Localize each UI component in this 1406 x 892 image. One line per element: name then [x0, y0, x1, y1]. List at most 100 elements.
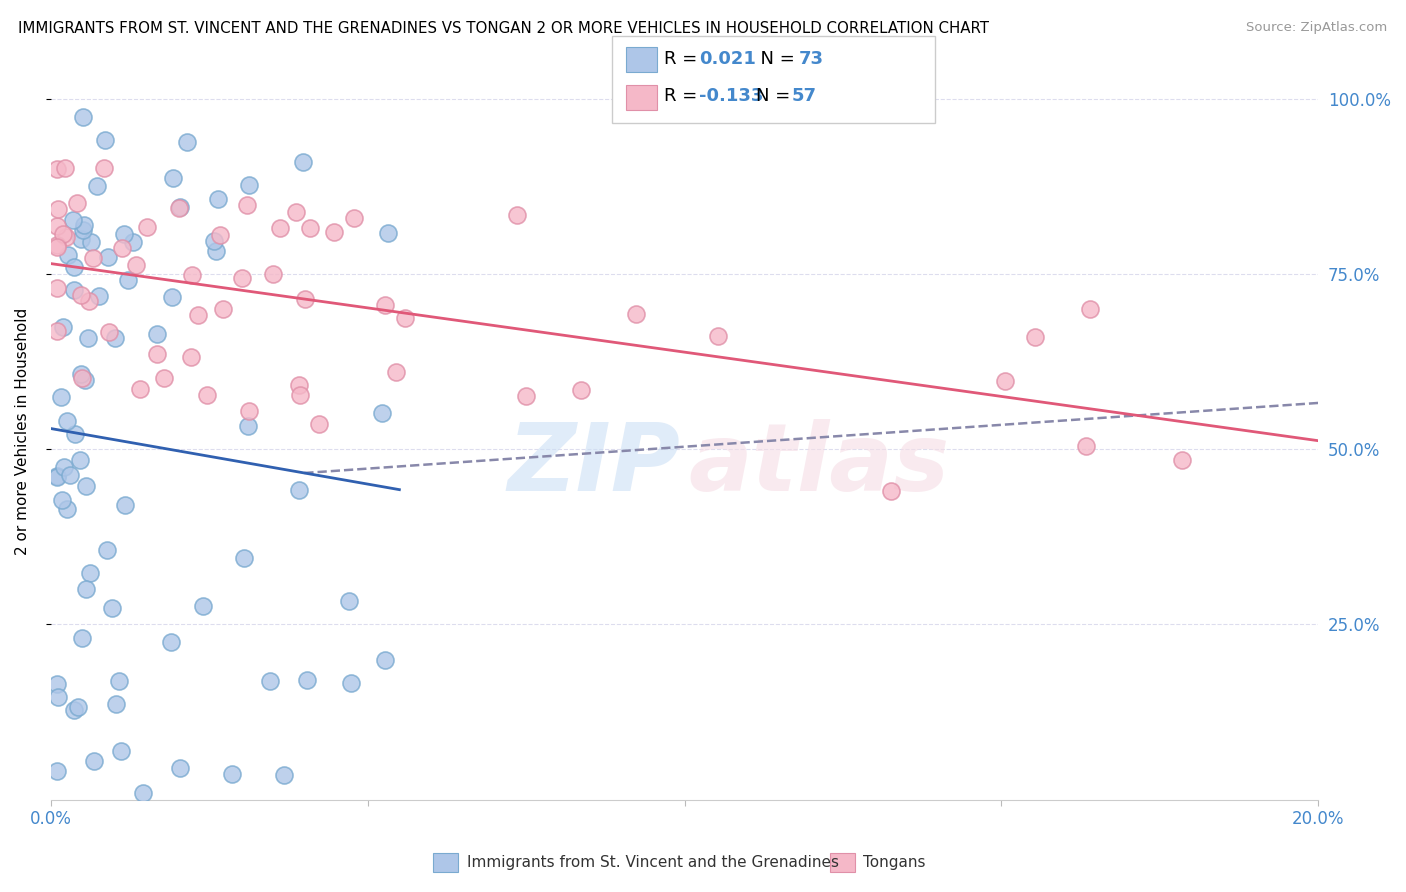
Point — [66, 195, 89, 210]
Point — [75, 479, 97, 493]
Point — [73, 373, 96, 387]
Text: IMMIGRANTS FROM ST. VINCENT AND THE GRENADINES VS TONGAN 2 OR MORE VEHICLES IN H: IMMIGRANTS FROM ST. VINCENT AND THE GREN… — [18, 21, 990, 36]
Point — [162, 290, 184, 304]
Point — [86, 179, 108, 194]
Point — [56, 414, 79, 428]
Point — [79, 566, 101, 580]
Text: Tongans: Tongans — [863, 855, 925, 870]
Point — [82, 251, 104, 265]
Point — [377, 226, 399, 240]
Point — [46, 240, 69, 254]
Point — [180, 350, 202, 364]
Point — [294, 292, 316, 306]
Text: 0.021: 0.021 — [699, 50, 755, 68]
Point — [117, 273, 139, 287]
Point — [238, 419, 260, 434]
Point — [53, 459, 76, 474]
Point — [1078, 302, 1101, 317]
Point — [1024, 330, 1046, 344]
Point — [46, 281, 69, 295]
Point — [211, 302, 233, 317]
Point — [77, 331, 100, 345]
Point — [46, 690, 69, 704]
Point — [73, 218, 96, 232]
Point — [195, 388, 218, 402]
Point — [52, 320, 75, 334]
Point — [52, 227, 75, 241]
Text: Source: ZipAtlas.com: Source: ZipAtlas.com — [1247, 21, 1388, 34]
Point — [46, 324, 69, 338]
Point — [374, 653, 396, 667]
Point — [93, 161, 115, 176]
Point — [624, 307, 647, 321]
Point — [233, 551, 256, 566]
Point — [46, 219, 69, 234]
Point — [707, 329, 730, 343]
Point — [394, 311, 416, 326]
Point — [235, 198, 257, 212]
Point — [114, 498, 136, 512]
Point — [70, 371, 93, 385]
Text: ZIP: ZIP — [508, 419, 681, 511]
Point — [994, 374, 1017, 388]
Point — [323, 226, 346, 240]
Point — [505, 209, 527, 223]
Point — [66, 700, 89, 714]
Point — [162, 170, 184, 185]
Point — [146, 347, 169, 361]
Point — [77, 293, 100, 308]
Point — [63, 260, 86, 275]
Point — [63, 426, 86, 441]
Point — [55, 502, 77, 516]
Point — [187, 308, 209, 322]
Point — [49, 390, 72, 404]
Point — [72, 110, 94, 124]
Point — [46, 764, 69, 779]
Point — [169, 200, 191, 214]
Point — [51, 493, 73, 508]
Point — [288, 388, 311, 402]
Point — [135, 220, 157, 235]
Point — [269, 221, 291, 235]
Point — [205, 244, 228, 259]
Point — [153, 371, 176, 385]
Point — [1170, 452, 1192, 467]
Point — [176, 135, 198, 149]
Point — [46, 468, 69, 483]
Point — [53, 161, 76, 175]
Point — [83, 754, 105, 768]
Point — [124, 258, 146, 272]
Point — [1074, 438, 1097, 452]
Point — [89, 289, 111, 303]
Point — [273, 768, 295, 782]
Point — [112, 227, 135, 241]
Point — [208, 227, 231, 242]
Point — [238, 178, 260, 192]
Point — [104, 331, 127, 345]
Point — [69, 452, 91, 467]
Point — [180, 268, 202, 283]
Point — [191, 599, 214, 613]
Text: atlas: atlas — [689, 419, 949, 511]
Point — [340, 676, 363, 690]
Point — [55, 230, 77, 244]
Point — [110, 241, 132, 255]
Point — [46, 470, 69, 484]
Point — [59, 468, 82, 483]
Point — [96, 542, 118, 557]
Point — [105, 697, 128, 711]
Point — [70, 367, 93, 381]
Point — [297, 673, 319, 688]
Point — [879, 484, 901, 499]
Point — [97, 250, 120, 264]
Point — [259, 674, 281, 689]
Point — [160, 635, 183, 649]
Point — [167, 202, 190, 216]
Point — [288, 377, 311, 392]
Point — [288, 483, 311, 497]
Point — [569, 383, 592, 397]
Point — [343, 211, 366, 226]
Point — [284, 204, 307, 219]
Point — [46, 202, 69, 216]
Point — [108, 673, 131, 688]
